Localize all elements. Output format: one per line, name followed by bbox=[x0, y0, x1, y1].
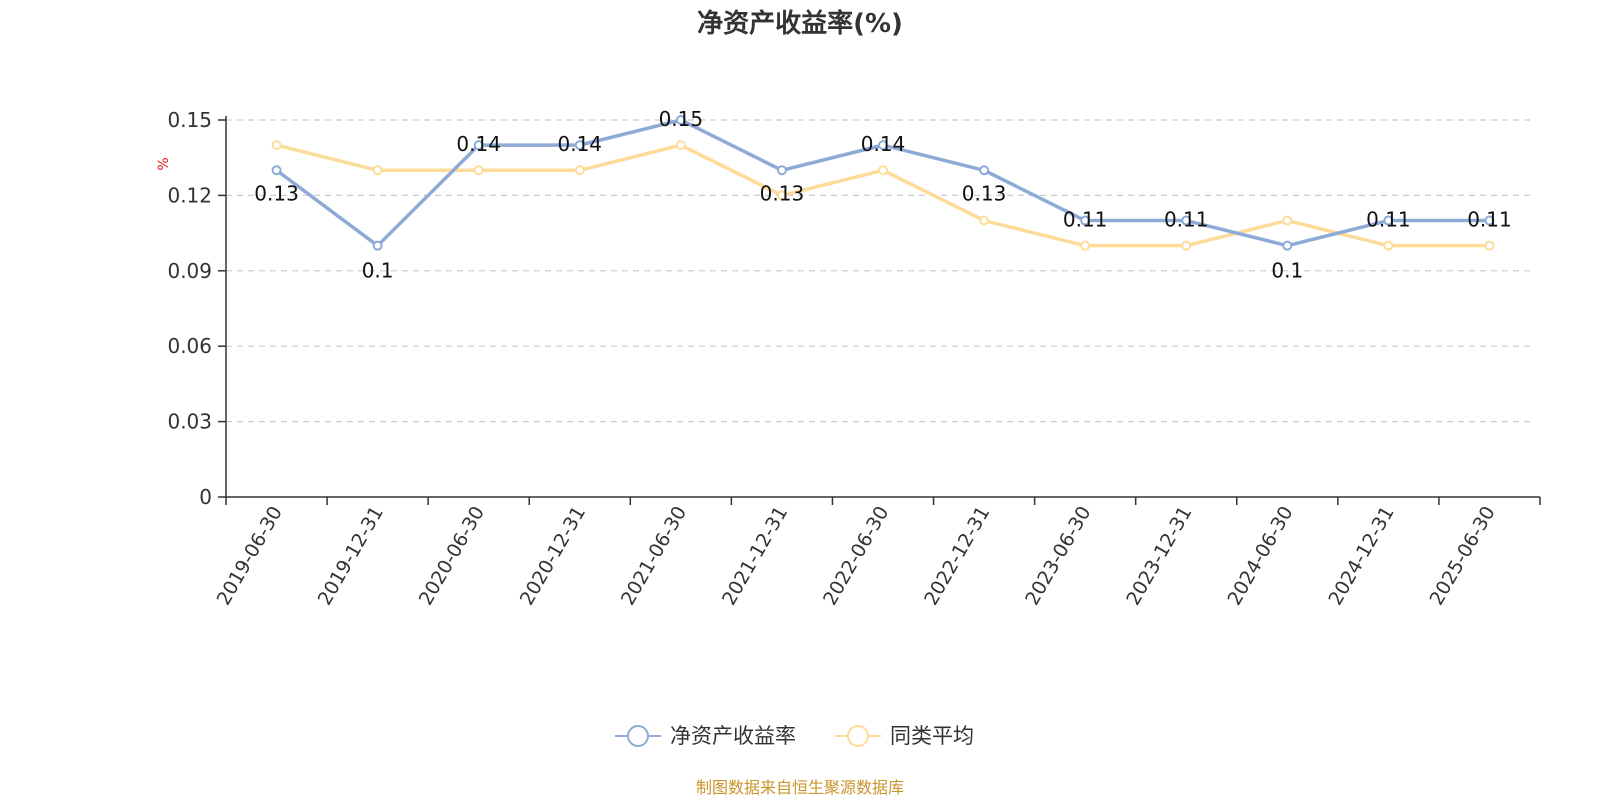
data-label: 0.13 bbox=[760, 181, 805, 205]
series-0-point[interactable] bbox=[776, 165, 787, 176]
y-tick-label: 0.03 bbox=[167, 410, 212, 434]
x-tick-label: 2019-06-30 bbox=[213, 503, 287, 610]
series-1-point[interactable] bbox=[473, 165, 484, 176]
data-label: 0.14 bbox=[558, 132, 603, 156]
legend-item-1[interactable]: 同类平均 bbox=[835, 724, 974, 748]
data-label: 0.11 bbox=[1164, 208, 1209, 232]
x-tick-label: 2023-06-30 bbox=[1021, 503, 1095, 610]
data-labels: 0.13 0.1 0.14 0.14 0.15 0.13 0.14 0.13 0.11 0.11 0… bbox=[254, 107, 1511, 283]
x-tick-label: 2020-06-30 bbox=[415, 503, 489, 610]
gridlines bbox=[226, 119, 1532, 423]
series-1-point[interactable] bbox=[1484, 240, 1495, 251]
x-tick-label: 2022-12-31 bbox=[920, 503, 994, 610]
data-label: 0.14 bbox=[861, 132, 906, 156]
series-0-point[interactable] bbox=[878, 140, 888, 151]
series-0-point[interactable] bbox=[473, 140, 484, 151]
series-0-point[interactable] bbox=[1282, 240, 1293, 251]
series-1-point[interactable] bbox=[979, 215, 990, 226]
y-tick-label: 0.12 bbox=[167, 183, 212, 207]
series-0-point[interactable] bbox=[574, 140, 585, 151]
x-tick-label: 2024-06-30 bbox=[1223, 503, 1297, 610]
data-label: 0.13 bbox=[254, 181, 299, 205]
source-note: 制图数据来自恒生聚源数据库 bbox=[696, 778, 904, 797]
x-tick-label: 2023-12-31 bbox=[1122, 503, 1196, 610]
x-tick-label: 2022-06-30 bbox=[819, 503, 893, 610]
series-layer bbox=[271, 115, 1495, 251]
chart-title: 净资产收益率(%) bbox=[697, 8, 903, 39]
x-tick-label: 2024-12-31 bbox=[1324, 503, 1398, 610]
series-0-point[interactable] bbox=[271, 165, 282, 176]
data-label: 0.13 bbox=[962, 181, 1007, 205]
legend-marker bbox=[847, 725, 869, 747]
data-label: 0.1 bbox=[362, 259, 394, 283]
data-label: 0.11 bbox=[1366, 208, 1411, 232]
series-1-point[interactable] bbox=[776, 190, 787, 201]
x-tick-label: 2021-06-30 bbox=[617, 503, 691, 610]
legend-label: 同类平均 bbox=[890, 724, 974, 748]
x-tick-label: 2020-12-31 bbox=[516, 503, 590, 610]
legend-label: 净资产收益率 bbox=[670, 724, 796, 748]
y-tick-label: 0.15 bbox=[167, 108, 212, 132]
series-0-point[interactable] bbox=[1383, 215, 1394, 226]
series-0-point[interactable] bbox=[372, 240, 383, 251]
data-label: 0.15 bbox=[659, 107, 704, 131]
y-tick-label: 0 bbox=[199, 485, 212, 509]
series-1-point[interactable] bbox=[1383, 240, 1394, 251]
data-label: 0.11 bbox=[1063, 208, 1108, 232]
series-1-point[interactable] bbox=[271, 140, 282, 151]
x-tick-label: 2019-12-31 bbox=[314, 503, 388, 610]
data-label: 0.14 bbox=[456, 132, 501, 156]
series-1-point[interactable] bbox=[1080, 240, 1091, 251]
x-tick-label: 2021-12-31 bbox=[718, 503, 792, 610]
series-0-point[interactable] bbox=[1484, 215, 1495, 226]
x-tick-label: 2025-06-30 bbox=[1426, 503, 1500, 610]
legend[interactable]: 净资产收益率 同类平均 bbox=[615, 724, 974, 748]
legend-marker bbox=[627, 725, 649, 747]
series-1-point[interactable] bbox=[675, 140, 686, 151]
y-tick-label: 0.09 bbox=[167, 259, 212, 283]
data-label: 0.11 bbox=[1467, 208, 1512, 232]
axes: 0 0.03 0.06 0.09 0.12 0.15 2019-06-30 2019-12-3… bbox=[167, 108, 1541, 610]
legend-item-0[interactable]: 净资产收益率 bbox=[615, 724, 796, 748]
series-0-point[interactable] bbox=[1181, 215, 1192, 226]
y-axis-unit: % bbox=[156, 157, 172, 170]
series-1-point[interactable] bbox=[372, 165, 383, 176]
series-1-point[interactable] bbox=[1181, 240, 1192, 251]
series-1-point[interactable] bbox=[574, 165, 585, 176]
series-0-point[interactable] bbox=[1080, 215, 1091, 226]
series-1-point[interactable] bbox=[1282, 215, 1293, 226]
series-0-point[interactable] bbox=[675, 115, 686, 125]
data-label: 0.1 bbox=[1271, 259, 1303, 283]
series-1-point[interactable] bbox=[878, 165, 888, 176]
y-tick-label: 0.06 bbox=[167, 334, 212, 358]
series-0-point[interactable] bbox=[979, 165, 990, 176]
